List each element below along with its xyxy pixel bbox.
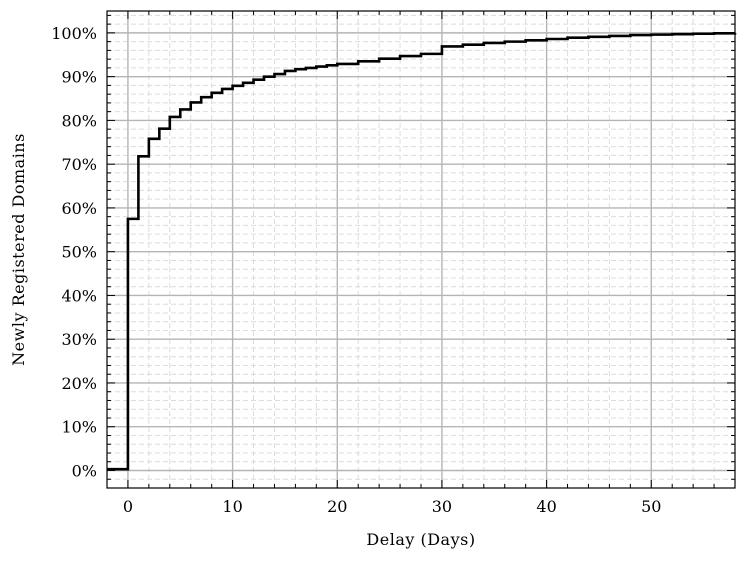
cdf-step-line (107, 32, 737, 471)
plot-border (106, 10, 736, 489)
y-tick-label: 90% (61, 68, 97, 87)
axis-ticks (106, 11, 736, 489)
x-tick-label: 50 (641, 497, 661, 516)
series-layer (107, 32, 737, 471)
x-axis-label: Delay (Days) (366, 530, 475, 549)
x-tick-label: 30 (432, 497, 452, 516)
x-tick-labels: 0 10 20 30 40 50 (123, 497, 662, 516)
x-tick-label: 0 (123, 497, 133, 516)
y-tick-label: 20% (61, 374, 97, 393)
y-tick-label: 40% (61, 286, 97, 305)
plot-frame (106, 10, 736, 489)
y-tick-label: 10% (61, 418, 97, 437)
y-tick-label: 60% (61, 199, 97, 218)
y-tick-label: 30% (61, 330, 97, 349)
x-tick-label: 40 (536, 497, 556, 516)
minor-grid (106, 11, 736, 489)
y-tick-label: 80% (61, 111, 97, 130)
y-tick-label: 70% (61, 155, 97, 174)
y-axis-label: Newly Registered Domains (9, 133, 28, 366)
y-tick-label: 100% (51, 24, 97, 43)
y-tick-label: 50% (61, 243, 97, 262)
x-tick-label: 10 (222, 497, 242, 516)
y-tick-labels: 0% 10% 20% 30% 40% 50% 60% 70% 80% 90% 100% (51, 24, 97, 481)
y-tick-label: 0% (72, 461, 97, 480)
major-grid (107, 11, 735, 488)
x-tick-label: 20 (327, 497, 347, 516)
